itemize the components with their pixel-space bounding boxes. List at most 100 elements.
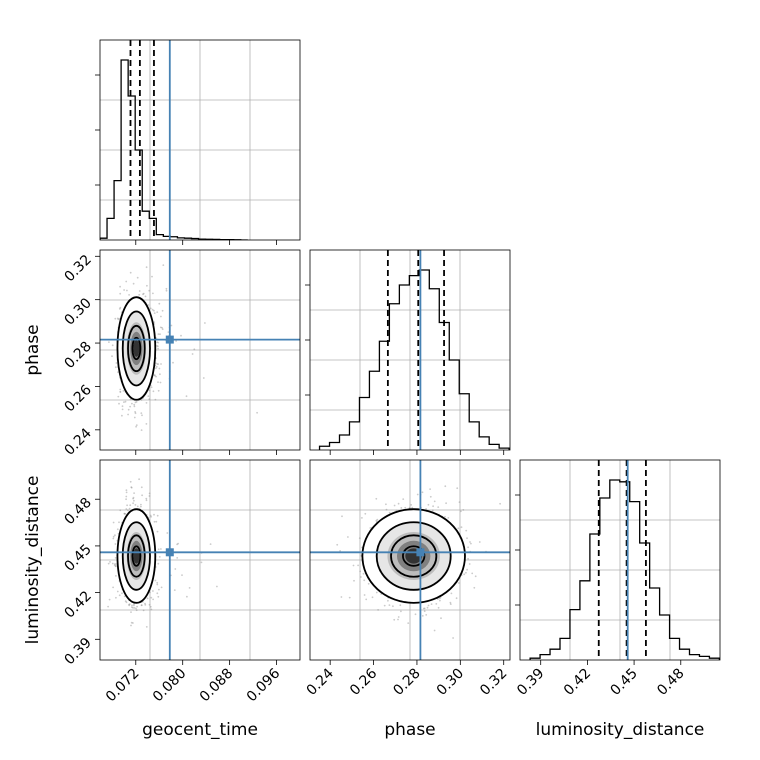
sample-point [121,592,123,595]
sample-point [114,534,116,537]
sample-point [127,408,130,411]
sample-point [408,506,411,509]
sample-point [160,363,162,365]
y-ticklabel-phase: 0.32 [61,252,94,285]
x-ticklabel-phase: 0.28 [390,666,423,699]
sample-point [116,528,119,531]
sample-point [119,292,122,295]
sample-point [383,604,386,607]
density-level-4 [133,340,140,357]
histogram-step-phase [318,269,510,450]
sample-point [144,602,146,605]
sample-point [186,595,188,598]
sample-point [125,489,128,492]
sample-point [153,520,156,523]
sample-point [128,507,131,510]
sample-point [397,616,400,618]
sample-point [432,505,434,508]
sample-point [121,414,123,417]
contour-1 [121,310,151,387]
sample-point [160,586,163,589]
sample-point [149,307,152,310]
sample-point [170,324,173,327]
sample-point [158,588,160,591]
sample-point [127,509,129,512]
sample-point [433,629,436,632]
sample-point [133,416,136,419]
sample-point [431,509,434,512]
truth-marker [416,548,425,557]
sample-point [157,347,160,350]
sample-point [125,498,127,501]
sample-point [155,365,158,368]
sample-point [400,610,402,613]
sample-point [148,492,151,495]
sample-point [150,515,153,518]
sample-point [132,622,134,624]
sample-point [176,557,179,559]
sample-point [367,582,370,585]
sample-point [115,362,118,364]
sample-point [458,501,461,503]
sample-point [118,594,121,597]
sample-point [119,390,122,393]
x-ticklabel-geocent-time: 0.096 [244,665,284,705]
sample-point [358,537,361,539]
sample-point [133,607,136,609]
sample-point [156,581,159,584]
panel-hist-luminosity-distance [520,460,720,660]
sample-point [113,563,116,565]
sample-point [385,503,387,506]
sample-point [423,607,426,610]
sample-point [122,390,125,392]
sample-point [125,280,128,283]
sample-point [411,506,414,509]
sample-point [114,543,117,545]
sample-point [138,290,141,292]
sample-point [153,312,156,314]
sample-point [429,495,432,498]
sample-point [145,626,148,628]
sample-point [141,414,143,417]
sample-point [173,589,176,591]
sample-point [149,605,152,608]
sample-point [465,529,468,532]
sample-point [153,374,156,376]
sample-point [359,570,362,573]
sample-point [375,591,378,594]
sample-point [127,413,129,416]
sample-point [153,309,155,312]
sample-point [155,520,158,523]
sample-point [129,480,132,483]
sample-point [341,515,343,518]
y-ticklabel-luminosity-distance: 0.42 [61,588,94,621]
sample-point [393,618,396,621]
sample-point [181,574,183,576]
sample-point [460,510,462,513]
sample-point [445,502,447,505]
sample-point [447,517,450,519]
sample-point [114,565,117,568]
x-ticklabel-geocent-time: 0.080 [150,666,190,706]
sample-point [136,605,139,608]
sample-point [132,282,135,285]
sample-point [174,568,177,570]
sample-point [188,587,191,589]
sample-point [159,333,161,336]
sample-point [112,535,115,538]
sample-point [152,590,154,592]
sample-point [140,503,142,506]
sample-point [167,331,170,333]
density-level-4 [133,548,140,564]
sample-point [452,637,454,639]
sample-point [145,402,148,404]
sample-point [119,285,121,288]
sample-point [369,527,372,529]
sample-point [158,367,161,370]
sample-point [439,599,441,602]
sample-point [119,509,122,512]
sample-point [140,399,143,401]
sample-point [146,284,148,287]
sample-point [348,596,351,599]
